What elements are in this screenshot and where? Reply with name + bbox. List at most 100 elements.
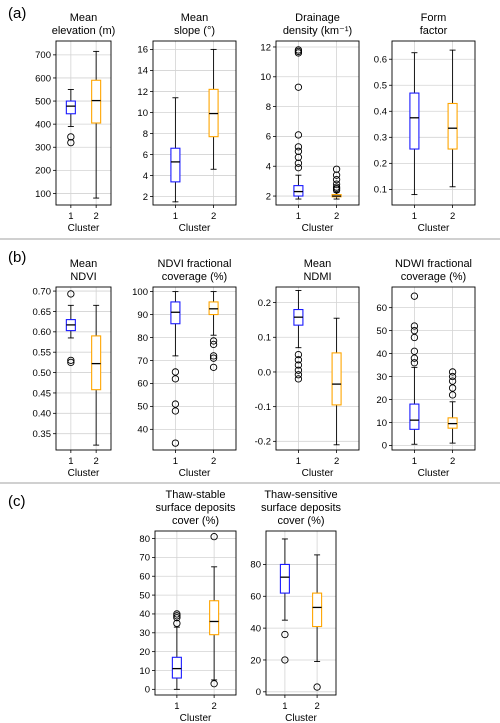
box-cluster-2	[312, 592, 323, 628]
y-tick-label: 70	[137, 356, 148, 367]
outlier-point	[410, 347, 419, 355]
y-tick-label: 0	[145, 685, 150, 696]
box-cluster-2	[331, 352, 342, 406]
y-tick-label: 0.3	[374, 133, 387, 144]
y-tick-label: 0.6	[374, 55, 387, 66]
outlier-point	[448, 384, 457, 392]
outlier-point	[332, 183, 341, 191]
outlier-point	[410, 326, 419, 335]
chart-title-line: cover (%)	[172, 515, 219, 527]
chart-title-line: surface deposits	[261, 502, 342, 514]
chart-title-line: Thaw-stable	[166, 489, 226, 501]
x-tick-label: 1	[173, 456, 178, 467]
outlier-point	[448, 391, 457, 399]
y-tick-label: 12	[260, 42, 271, 53]
y-tick-label: 0.50	[33, 368, 52, 379]
chart-title-line: coverage (%)	[401, 271, 466, 283]
x-axis-label: Cluster	[302, 223, 334, 234]
chart-title-line: elevation (m)	[52, 25, 116, 37]
y-tick-label: 0.70	[33, 286, 52, 297]
plot-frame	[275, 286, 360, 451]
y-tick-label: 20	[376, 395, 387, 406]
y-tick-label: 0.40	[33, 409, 52, 420]
y-tick-label: 300	[35, 143, 51, 154]
x-tick-label: 2	[94, 211, 99, 222]
outlier-point	[332, 176, 341, 184]
box-cluster-1	[170, 147, 181, 183]
y-tick-label: 0.1	[374, 185, 387, 196]
outlier-point	[294, 366, 303, 374]
outlier-point	[294, 46, 303, 54]
outlier-point	[448, 368, 457, 376]
outlier-point	[294, 83, 303, 91]
y-tick-label: 2	[143, 192, 148, 203]
outlier-point	[209, 337, 218, 345]
plot-frame	[55, 40, 112, 206]
y-tick-label: 70	[139, 553, 150, 564]
y-tick-label: 10	[260, 72, 271, 83]
x-axis-label: Cluster	[179, 223, 211, 234]
plot-frame	[391, 40, 476, 206]
y-tick-label: 60	[376, 303, 387, 314]
y-tick-label: 80	[250, 560, 261, 571]
x-tick-label: 1	[68, 211, 73, 222]
x-tick-label: 2	[211, 456, 216, 467]
y-tick-label: 40	[137, 425, 148, 436]
x-tick-label: 2	[450, 211, 455, 222]
outlier-point	[173, 614, 181, 622]
outlier-point	[448, 372, 457, 381]
y-tick-label: 500	[35, 96, 51, 107]
x-tick-label: 2	[334, 211, 339, 222]
outlier-point	[209, 340, 218, 349]
outlier-point	[410, 292, 419, 300]
x-tick-label: 1	[68, 456, 73, 467]
y-tick-label: 12	[137, 87, 148, 98]
y-tick-label: 8	[266, 102, 271, 113]
panel-label-c: (c)	[8, 493, 26, 510]
plot-frame	[55, 286, 112, 451]
outlier-point	[171, 400, 180, 408]
chart-title-line: Mean	[181, 12, 209, 24]
x-tick-label: 1	[296, 211, 301, 222]
outlier-point	[67, 358, 75, 367]
y-tick-label: 700	[35, 50, 51, 61]
outlier-point	[67, 138, 75, 147]
chart-title-line: Mean	[304, 258, 332, 270]
y-tick-label: 50	[137, 402, 148, 413]
outlier-point	[410, 322, 419, 330]
outlier-point	[67, 133, 75, 141]
y-tick-label: 400	[35, 119, 51, 130]
chart-title-line: Form	[421, 12, 447, 24]
chart-title-line: Thaw-sensitive	[264, 489, 337, 501]
x-tick-label: 1	[412, 211, 417, 222]
outlier-point	[171, 439, 180, 447]
x-tick-label: 2	[334, 456, 339, 467]
y-tick-label: -0.1	[255, 402, 271, 413]
y-tick-label: 10	[376, 418, 387, 429]
outlier-point	[173, 612, 181, 620]
box-cluster-1	[409, 403, 420, 430]
outlier-point	[294, 143, 303, 151]
x-tick-label: 1	[282, 701, 287, 712]
y-tick-label: 60	[137, 379, 148, 390]
y-tick-label: 200	[35, 166, 51, 177]
x-tick-label: 2	[450, 456, 455, 467]
y-tick-label: 40	[376, 349, 387, 360]
plot-frame	[275, 40, 360, 206]
box-cluster-1	[65, 100, 76, 115]
y-tick-label: 30	[376, 372, 387, 383]
y-tick-label: -0.2	[255, 437, 271, 448]
panel-label-b: (b)	[8, 249, 26, 266]
y-tick-label: 0.45	[33, 388, 52, 399]
outlier-point	[294, 131, 303, 139]
chart-title-line: Mean	[70, 258, 98, 270]
y-tick-label: 4	[266, 162, 271, 173]
panel-label-a: (a)	[8, 5, 26, 22]
outlier-point	[410, 333, 419, 342]
x-tick-label: 1	[173, 211, 178, 222]
outlier-point	[410, 359, 419, 367]
